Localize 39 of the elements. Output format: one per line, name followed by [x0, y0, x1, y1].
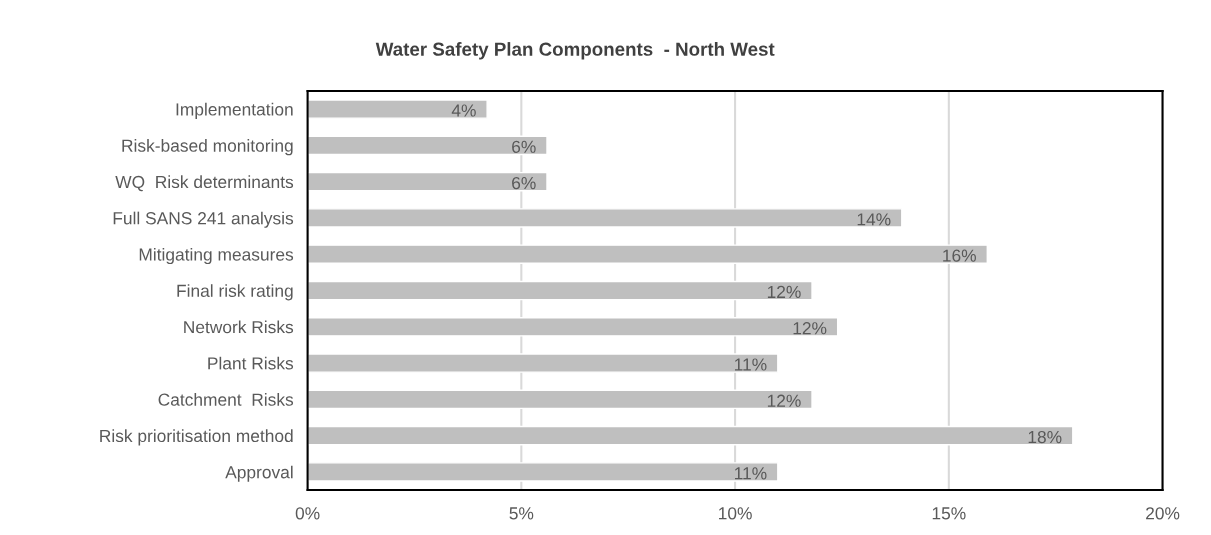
data-label: 11% [735, 467, 767, 480]
y-tick-label: WQ Risk determinants [115, 175, 294, 192]
bar [307, 135, 548, 156]
data-label: 12% [767, 394, 801, 407]
data-label: 6% [512, 140, 536, 153]
bar [307, 317, 839, 337]
data-label: 16% [943, 249, 976, 262]
chart-title: Water Safety Plan Components - North West [375, 42, 775, 60]
x-tick-label: 0% [295, 507, 320, 520]
bar [307, 462, 779, 482]
y-tick-label: Risk-based monitoring [122, 139, 293, 156]
data-label: 14% [857, 213, 891, 226]
x-tick-label: 20% [1146, 507, 1180, 520]
y-tick-label: Implementation [176, 102, 293, 119]
bar [307, 171, 548, 192]
y-tick-label: Final risk rating [177, 284, 293, 301]
data-label: 11% [735, 358, 767, 371]
bar [307, 208, 903, 228]
data-label: 12% [793, 322, 827, 335]
bar [307, 99, 488, 119]
y-tick-label: Approval [225, 465, 293, 482]
y-tick-label: Network Risks [184, 320, 294, 334]
data-label: 4% [451, 104, 476, 117]
y-tick-label: Risk prioritisation method [100, 429, 293, 446]
bar [307, 244, 988, 264]
x-tick-label: 5% [509, 507, 534, 520]
x-tick-label: 10% [719, 507, 752, 520]
x-tick-label: 15% [932, 507, 966, 520]
y-tick-label: Catchment Risks [158, 393, 294, 406]
bar [307, 389, 813, 410]
bar [307, 353, 779, 373]
y-tick-label: Full SANS 241 analysis [113, 211, 294, 228]
data-label: 18% [1028, 430, 1062, 444]
data-label: 6% [512, 176, 536, 190]
bar [307, 425, 1074, 446]
y-tick-label: Plant Risks [208, 356, 294, 370]
y-tick-label: Mitigating measures [139, 247, 294, 265]
data-label: 12% [767, 285, 801, 298]
bar [307, 280, 813, 301]
